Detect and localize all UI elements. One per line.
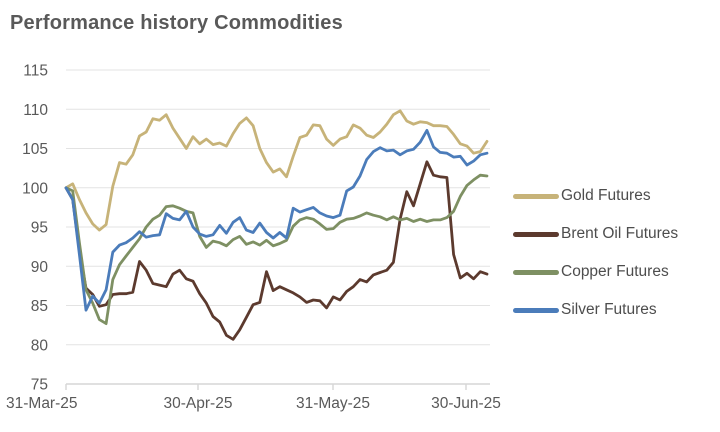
legend-item-silver-futures: Silver Futures	[513, 291, 678, 329]
legend-item-copper-futures: Copper Futures	[513, 253, 678, 291]
legend-item-gold-futures: Gold Futures	[513, 177, 678, 215]
series-line-copper-futures	[64, 173, 489, 326]
x-tick-label: 30-Apr-25	[164, 395, 233, 412]
chart-legend: Gold Futures Brent Oil Futures Copper Fu…	[513, 177, 678, 329]
page-title: Performance history Commodities	[10, 12, 343, 34]
legend-label: Brent Oil Futures	[561, 225, 679, 242]
x-tick-label: 31-Mar-25	[6, 395, 78, 412]
y-tick-label: 95	[31, 220, 48, 237]
legend-label: Silver Futures	[561, 301, 657, 318]
brent-oil-series-swatch-icon	[513, 231, 559, 237]
y-tick-label: 105	[22, 141, 48, 158]
silver-series-swatch-icon	[513, 307, 559, 313]
copper-series-swatch-icon	[513, 269, 559, 275]
x-tick-label: 30-Jun-25	[431, 395, 501, 412]
legend-label: Gold Futures	[561, 187, 651, 204]
y-tick-label: 115	[23, 63, 48, 80]
x-tick-label: 31-May-25	[296, 395, 370, 412]
y-tick-label: 75	[31, 377, 48, 394]
legend-label: Copper Futures	[561, 263, 669, 280]
gold-series-swatch-icon	[513, 193, 559, 199]
series-line-gold-futures	[64, 109, 489, 232]
y-tick-label: 110	[23, 102, 48, 119]
y-tick-label: 85	[31, 298, 48, 315]
y-tick-label: 100	[22, 180, 48, 197]
series-line-brent-oil-futures	[64, 160, 489, 341]
series-line-silver-futures	[64, 128, 489, 312]
legend-item-brent-oil-futures: Brent Oil Futures	[513, 215, 678, 253]
y-tick-label: 80	[31, 337, 49, 354]
y-tick-label: 90	[31, 259, 49, 276]
